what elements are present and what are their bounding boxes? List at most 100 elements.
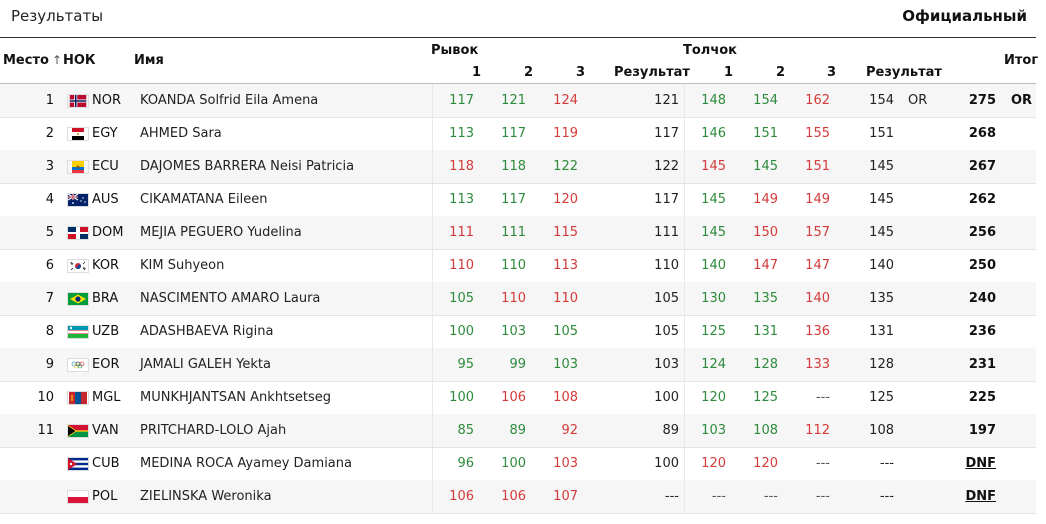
table-row[interactable]: 9 EOR JAMALI GALEH Yekta 95 99 103 103 124 128 13… — [0, 348, 1036, 382]
cj-attempt-3: --- — [815, 456, 830, 471]
athlete-name[interactable]: ZIELINSKA Weronika — [140, 489, 272, 504]
snatch-result: 117 — [654, 126, 679, 141]
column-divider — [432, 282, 433, 315]
cj-attempt-3: 149 — [805, 192, 830, 207]
cj-attempt-1: 140 — [701, 258, 726, 273]
table-row[interactable]: 8 UZB ADASHBAEVA Rigina 100 103 105 105 125 131 1… — [0, 315, 1036, 349]
cj-attempt-2-header: 2 — [776, 65, 786, 80]
cj-attempt-2: 145 — [753, 159, 778, 174]
table-row[interactable]: 4 AUS CIKAMATANA Eileen 113 117 120 117 145 149 1… — [0, 183, 1036, 217]
cj-result: 135 — [869, 291, 894, 306]
snatch-attempt-1: 100 — [449, 324, 474, 339]
snatch-attempt-3: 119 — [553, 126, 578, 141]
column-divider — [432, 480, 433, 513]
table-row[interactable]: 3 ECU DAJOMES BARRERA Neisi Patricia 118 118… — [0, 150, 1036, 184]
column-header-total[interactable]: Итог — [1004, 53, 1039, 68]
column-divider — [684, 381, 685, 414]
snatch-result: 110 — [654, 258, 679, 273]
column-group-snatch: Рывок — [431, 43, 479, 58]
athlete-name[interactable]: KOANDA Solfrid Eila Amena — [140, 93, 319, 108]
snatch-result: 117 — [654, 192, 679, 207]
rank-cell: 2 — [45, 126, 54, 141]
table-row[interactable]: 7 BRA NASCIMENTO AMARO Laura 105 110 110 105 13… — [0, 282, 1036, 316]
cj-result: 128 — [869, 357, 894, 372]
cj-result: 151 — [869, 126, 894, 141]
athlete-name[interactable]: CIKAMATANA Eileen — [140, 192, 268, 207]
snatch-attempt-1: 85 — [457, 423, 474, 438]
cj-result: 154 — [869, 93, 894, 108]
athlete-name[interactable]: MEJIA PEGUERO Yudelina — [140, 225, 302, 240]
cj-attempt-1: 124 — [701, 357, 726, 372]
snatch-attempt-3: 115 — [553, 225, 578, 240]
column-header-noc[interactable]: НОК — [63, 53, 96, 68]
cj-result: --- — [879, 489, 894, 504]
cj-attempt-1: 130 — [701, 291, 726, 306]
table-row[interactable]: 10 MGL MUNKHJANTSAN Ankhtsetseg 100 106 108 10… — [0, 381, 1036, 415]
cj-attempt-2: 131 — [753, 324, 778, 339]
column-divider — [684, 480, 685, 513]
total-cell: 197 — [968, 423, 996, 438]
snatch-result: 103 — [654, 357, 679, 372]
snatch-attempt-1: 118 — [449, 159, 474, 174]
total-cell[interactable]: DNF — [965, 489, 996, 504]
snatch-attempt-2: 110 — [501, 291, 526, 306]
flag-icon-van — [68, 425, 88, 437]
cj-attempt-2: 151 — [753, 126, 778, 141]
snatch-attempt-2: 106 — [501, 390, 526, 405]
snatch-result: --- — [664, 489, 679, 504]
table-row[interactable]: 6 KOR KIM Suhyeon 110 110 113 110 140 147 147 140 2… — [0, 249, 1036, 283]
athlete-name[interactable]: AHMED Sara — [140, 126, 222, 141]
cj-attempt-1: 146 — [701, 126, 726, 141]
cj-attempt-3: 136 — [805, 324, 830, 339]
cj-result: 145 — [869, 159, 894, 174]
table-row[interactable]: CUB MEDINA ROCA Ayamey Damiana 96 100 103 100… — [0, 447, 1036, 481]
cj-attempt-2: 125 — [753, 390, 778, 405]
athlete-name[interactable]: NASCIMENTO AMARO Laura — [140, 291, 321, 306]
snatch-attempt-2: 89 — [509, 423, 526, 438]
column-header-rank[interactable]: Место ↑ — [3, 53, 62, 68]
snatch-attempt-3: 92 — [561, 423, 578, 438]
athlete-name[interactable]: PRITCHARD-LOLO Ajah — [140, 423, 287, 438]
sort-ascending-icon[interactable]: ↑ — [51, 53, 62, 67]
athlete-name[interactable]: DAJOMES BARRERA Neisi Patricia — [140, 159, 355, 174]
column-divider — [684, 150, 685, 183]
cj-result: 125 — [869, 390, 894, 405]
rank-cell: 8 — [45, 324, 54, 339]
total-cell: 256 — [968, 225, 996, 240]
athlete-name[interactable]: JAMALI GALEH Yekta — [140, 357, 271, 372]
snatch-attempt-3: 103 — [553, 357, 578, 372]
column-divider — [432, 216, 433, 249]
cj-result: 145 — [869, 225, 894, 240]
table-row[interactable]: 2 EGY AHMED Sara 113 117 119 117 146 151 155 151 26… — [0, 117, 1036, 151]
noc-cell: UZB — [92, 324, 120, 339]
total-cell[interactable]: DNF — [965, 456, 996, 471]
cj-result: 140 — [869, 258, 894, 273]
snatch-attempt-3: 124 — [553, 93, 578, 108]
column-divider — [684, 216, 685, 249]
rank-cell: 6 — [45, 258, 54, 273]
table-row[interactable]: POL ZIELINSKA Weronika 106 106 107 --- --- --- -… — [0, 480, 1036, 514]
snatch-attempt-3: 110 — [553, 291, 578, 306]
athlete-name[interactable]: MUNKHJANTSAN Ankhtsetseg — [140, 390, 332, 405]
athlete-name[interactable]: KIM Suhyeon — [140, 258, 225, 273]
cj-attempt-2: 147 — [753, 258, 778, 273]
column-divider — [432, 117, 433, 150]
snatch-attempt-1: 95 — [457, 357, 474, 372]
rank-cell: 7 — [45, 291, 54, 306]
cj-result: 145 — [869, 192, 894, 207]
table-row[interactable]: 1 NOR KOANDA Solfrid Eila Amena 117 121 124 12… — [0, 84, 1036, 118]
table-row[interactable]: 11 VAN PRITCHARD-LOLO Ajah 85 89 92 89 103 108 11… — [0, 414, 1036, 448]
snatch-attempt-2: 118 — [501, 159, 526, 174]
cj-attempt-2: 150 — [753, 225, 778, 240]
athlete-name[interactable]: ADASHBAEVA Rigina — [140, 324, 274, 339]
column-divider — [684, 117, 685, 150]
noc-cell: ECU — [92, 159, 119, 174]
snatch-attempt-3: 122 — [553, 159, 578, 174]
cj-attempt-3-header: 3 — [827, 65, 837, 80]
snatch-attempt-3: 103 — [553, 456, 578, 471]
cj-attempt-2: 135 — [753, 291, 778, 306]
athlete-name[interactable]: MEDINA ROCA Ayamey Damiana — [140, 456, 352, 471]
cj-attempt-3: 133 — [805, 357, 830, 372]
column-header-name[interactable]: Имя — [134, 53, 164, 68]
table-row[interactable]: 5 DOM MEJIA PEGUERO Yudelina 111 111 115 111 14… — [0, 216, 1036, 250]
